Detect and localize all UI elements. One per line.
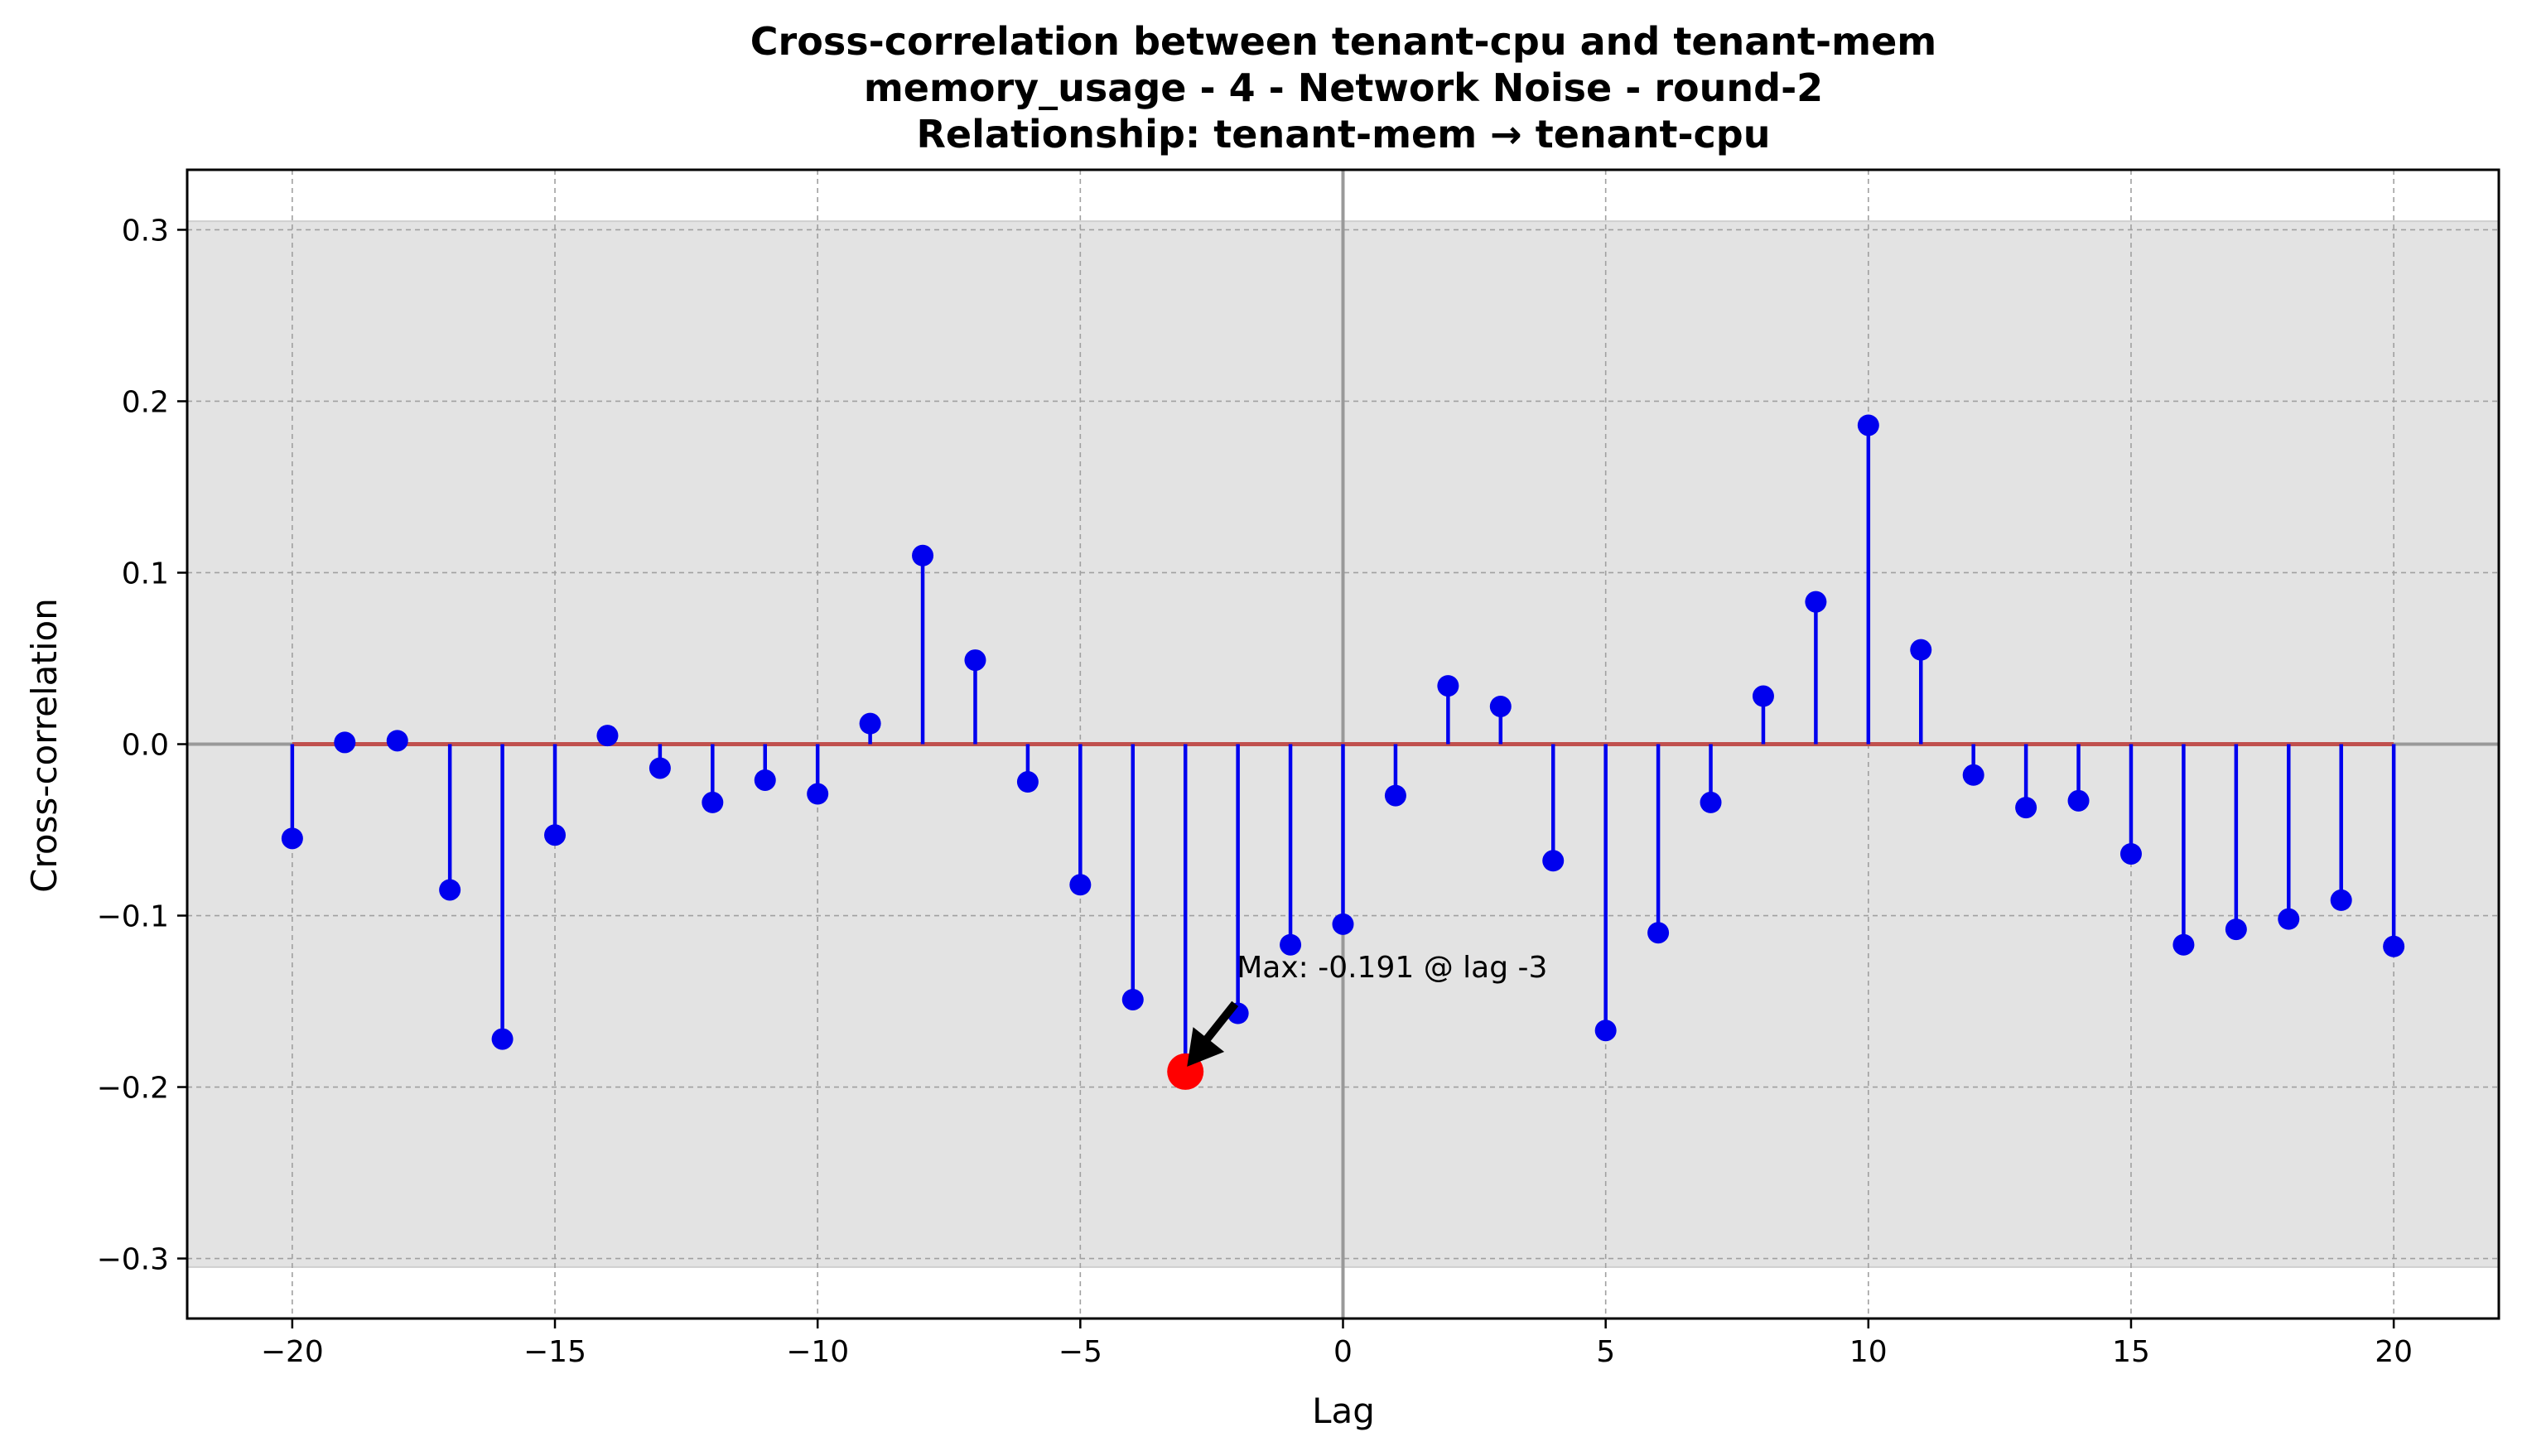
data-point (439, 879, 461, 901)
data-point (2119, 842, 2142, 865)
y-axis-label: Cross-correlation (24, 598, 65, 893)
data-point (807, 783, 829, 805)
title-line-2: memory_usage - 4 - Network Noise - round… (864, 65, 1823, 110)
data-point (649, 757, 671, 779)
x-tick-label: −5 (1058, 1335, 1102, 1369)
data-point (1594, 1020, 1617, 1042)
x-tick-label: 0 (1333, 1335, 1353, 1369)
data-point (2172, 933, 2195, 956)
data-point (2067, 789, 2090, 812)
y-tick-label: −0.2 (97, 1072, 169, 1106)
x-tick-label: −10 (786, 1335, 849, 1369)
data-point (334, 731, 356, 754)
y-tick-label: 0.3 (122, 214, 169, 248)
chart-title: Cross-correlation between tenant-cpu and… (750, 19, 1936, 157)
data-point (386, 730, 408, 752)
data-point (1332, 913, 1354, 935)
data-point (859, 712, 881, 735)
x-tick-label: 10 (1849, 1335, 1888, 1369)
data-point (2278, 908, 2300, 930)
x-tick-label: 15 (2112, 1335, 2150, 1369)
annotation-label: Max: -0.191 @ lag -3 (1237, 951, 1547, 985)
data-point (1016, 771, 1039, 793)
x-axis-label: Lag (1312, 1391, 1375, 1431)
data-point (754, 769, 776, 791)
x-tick-label: −15 (523, 1335, 586, 1369)
data-point (2330, 889, 2352, 911)
y-tick-label: 0.1 (122, 557, 169, 591)
data-point (2383, 935, 2405, 957)
max-annotation: Max: -0.191 @ lag -3 (1187, 951, 1547, 1067)
data-point (1700, 791, 1722, 813)
data-point (1121, 988, 1144, 1010)
annotation-arrow-shaft (1203, 1000, 1239, 1044)
y-tick-label: −0.1 (97, 900, 169, 934)
y-tick-label: 0.0 (122, 729, 169, 763)
data-point (1647, 922, 1670, 944)
data-point (544, 824, 567, 846)
data-point (596, 725, 619, 747)
data-point (2225, 918, 2247, 941)
data-point (281, 827, 303, 850)
title-line-3: Relationship: tenant-mem → tenant-cpu (917, 112, 1771, 157)
y-axis-ticks: −0.3 −0.2 −0.1 0.0 0.1 0.2 0.3 (97, 214, 187, 1277)
data-point (1857, 414, 1879, 436)
data-point (702, 791, 724, 813)
data-point (912, 544, 934, 566)
data-point (491, 1028, 514, 1050)
data-point (1542, 850, 1565, 872)
annotation-arrow-head (1187, 1027, 1225, 1067)
data-point (1805, 591, 1827, 613)
plot-area: Max: -0.191 @ lag -3 (186, 168, 2500, 1320)
x-axis-ticks: −20 −15 −10 −5 0 5 10 15 20 (261, 1319, 2413, 1369)
data-point (1489, 695, 1512, 717)
data-point (964, 649, 986, 672)
x-tick-label: −20 (261, 1335, 324, 1369)
x-tick-label: 5 (1596, 1335, 1615, 1369)
y-tick-label: −0.3 (97, 1243, 169, 1277)
data-point (1384, 784, 1406, 807)
y-tick-label: 0.2 (122, 385, 169, 419)
title-line-1: Cross-correlation between tenant-cpu and… (750, 19, 1936, 64)
data-point (1910, 639, 1932, 661)
data-point (1437, 675, 1459, 697)
data-point (1962, 764, 1984, 786)
data-point (2015, 797, 2037, 819)
data-point (1752, 685, 1774, 707)
x-tick-label: 20 (2375, 1335, 2413, 1369)
data-point (1280, 933, 1302, 956)
data-point (1069, 874, 1092, 896)
